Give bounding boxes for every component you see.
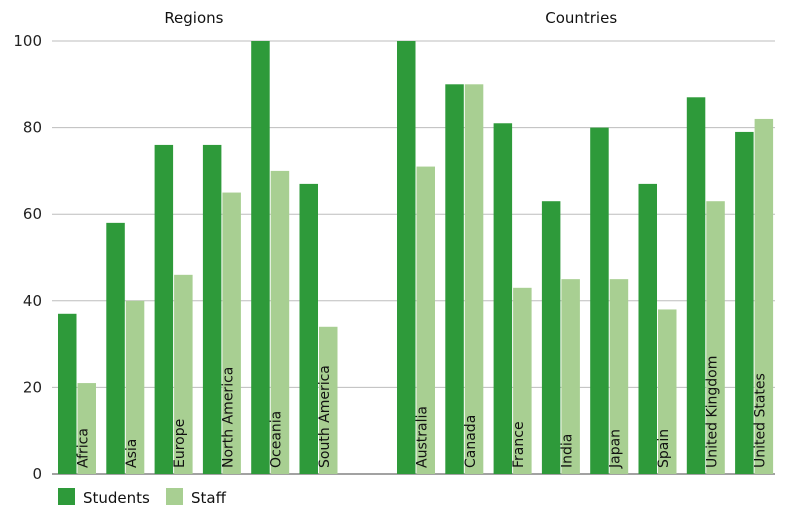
- bar-students-spain: [638, 183, 657, 474]
- category-label: United Kingdom: [704, 356, 720, 468]
- legend-swatch-staff: [166, 488, 183, 505]
- bar-staff-japan: [609, 279, 629, 474]
- category-label: Spain: [656, 429, 672, 468]
- bar-students-canada: [445, 84, 464, 475]
- legend-swatch-students: [58, 488, 75, 505]
- legend: Students Staff: [58, 488, 227, 507]
- legend-label-staff: Staff: [191, 489, 227, 507]
- category-label: Oceania: [269, 411, 285, 468]
- bar-staff-north-america: [222, 192, 241, 475]
- bar-students-north-america: [202, 144, 222, 475]
- bar-students-japan: [590, 127, 609, 474]
- category-label: Africa: [76, 428, 92, 468]
- category-label: Europe: [172, 419, 188, 468]
- group-titles: Regions Countries: [164, 9, 617, 27]
- bars: [58, 41, 774, 475]
- category-label: North America: [220, 367, 236, 468]
- bar-staff-australia: [416, 166, 435, 474]
- bar-students-united-kingdom: [686, 97, 706, 474]
- y-axis-ticks: 0 20 40 60 80 100: [13, 32, 42, 483]
- category-label: Canada: [463, 415, 479, 468]
- bar-staff-south-america: [319, 326, 338, 474]
- bar-staff-united-kingdom: [706, 201, 725, 474]
- bar-students-europe: [154, 144, 174, 475]
- y-tick-label: 100: [13, 32, 42, 50]
- bar-staff-india: [561, 279, 580, 474]
- category-label: France: [511, 421, 527, 468]
- category-label: Australia: [415, 406, 431, 468]
- bar-staff-united-states: [754, 118, 774, 474]
- bar-students-france: [493, 123, 513, 475]
- group-title: Countries: [545, 9, 617, 27]
- bar-staff-europe: [174, 274, 193, 474]
- bar-students-africa: [58, 313, 77, 474]
- category-label: United States: [753, 373, 769, 468]
- category-labels: Africa Asia Europe North America Oceania Sout…: [76, 356, 769, 469]
- category-label: India: [559, 434, 575, 468]
- bar-staff-canada: [464, 84, 484, 475]
- legend-label-students: Students: [83, 489, 150, 507]
- y-tick-label: 40: [23, 292, 42, 310]
- bar-students-south-america: [299, 183, 318, 474]
- bar-students-australia: [397, 41, 416, 474]
- group-title: Regions: [164, 9, 223, 27]
- category-label: Asia: [124, 439, 140, 468]
- bar-staff-spain: [658, 309, 677, 474]
- bar-students-oceania: [251, 41, 270, 474]
- bar-staff-asia: [125, 300, 145, 474]
- y-tick-label: 0: [32, 465, 42, 483]
- bar-students-asia: [106, 222, 125, 474]
- category-label: South America: [317, 365, 333, 468]
- bar-staff-oceania: [270, 170, 290, 474]
- bar-students-united-states: [735, 131, 754, 474]
- bar-students-india: [541, 201, 561, 474]
- bar-staff-africa: [77, 383, 96, 474]
- bar-staff-france: [513, 287, 532, 474]
- y-tick-label: 80: [23, 119, 42, 137]
- y-tick-label: 60: [23, 205, 42, 223]
- y-tick-label: 20: [23, 378, 42, 396]
- category-label: Japan: [608, 429, 624, 469]
